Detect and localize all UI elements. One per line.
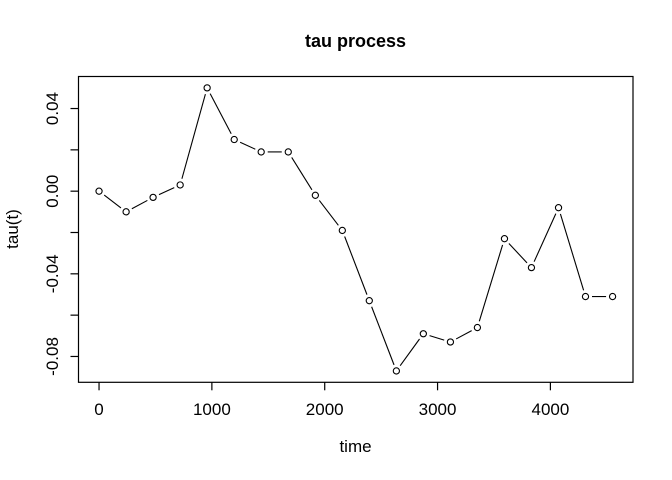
x-tick-label: 2000: [306, 400, 344, 419]
y-tick-label: -0.04: [43, 254, 62, 293]
data-series: [95, 84, 617, 375]
y-tick-label: -0.08: [43, 337, 62, 376]
data-point-marker: [581, 292, 590, 301]
plot-title: tau process: [305, 31, 406, 51]
x-tick-label: 3000: [419, 400, 457, 419]
series-segment: [131, 199, 148, 210]
series-segment: [508, 243, 528, 264]
x-axis-ticks: 0 1000 2000 3000 4000: [94, 382, 569, 419]
data-point-marker: [392, 367, 401, 375]
series-segment: [455, 330, 472, 340]
y-tick-label: 0.04: [43, 92, 62, 125]
data-point-marker: [122, 208, 130, 216]
data-point-marker: [230, 135, 238, 144]
x-tick-label: 0: [94, 400, 103, 419]
series-segment: [158, 187, 175, 196]
series-segment: [533, 213, 557, 262]
x-tick-label: 4000: [531, 400, 569, 419]
series-segment: [478, 244, 504, 322]
series-segment: [559, 213, 585, 291]
y-axis-ticks: 0.04 0.00 -0.04 -0.08: [43, 92, 79, 376]
plot-box-border: [77, 75, 634, 383]
data-point-marker: [446, 338, 455, 346]
x-tick-label: 1000: [193, 400, 231, 419]
data-point-marker: [203, 84, 211, 92]
data-point-marker: [149, 193, 157, 202]
series-segment: [209, 93, 232, 135]
data-point-marker: [608, 292, 617, 301]
data-point-marker: [527, 263, 536, 272]
series-segment: [318, 200, 339, 226]
data-point-marker: [365, 297, 373, 305]
series-segment: [239, 141, 256, 150]
data-point-marker: [95, 187, 103, 195]
data-point-marker: [473, 323, 482, 332]
y-tick-label: 0.00: [43, 175, 62, 208]
data-point-marker: [284, 148, 292, 156]
data-point-marker: [338, 226, 346, 235]
y-axis-label: tau(t): [3, 209, 22, 249]
series-segment: [344, 236, 368, 295]
data-point-marker: [176, 181, 184, 189]
series-segment: [103, 194, 122, 209]
series-segment: [291, 157, 313, 191]
series-segment: [399, 338, 420, 366]
data-point-marker: [500, 235, 509, 243]
data-point-marker: [419, 330, 427, 338]
series-segment: [181, 93, 206, 179]
data-point-marker: [257, 148, 265, 156]
series-segment: [371, 306, 395, 366]
data-point-marker: [554, 204, 563, 212]
series-segment: [429, 335, 445, 341]
data-point-marker: [311, 191, 320, 199]
x-axis-label: time: [339, 437, 371, 456]
